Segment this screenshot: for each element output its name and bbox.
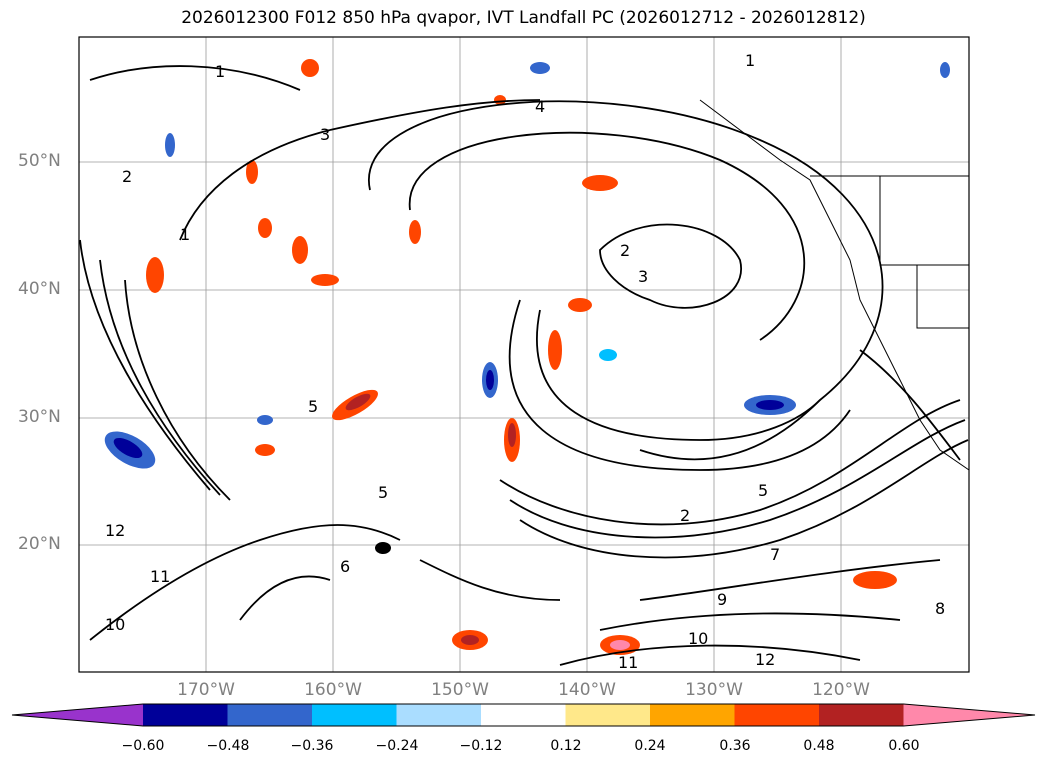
contour-label: 12 [105,521,125,540]
colorbar-tick: −0.12 [459,738,503,754]
lon-label: 170°W [177,680,235,700]
ivt-contours [79,65,969,666]
colorbar-segment [481,704,566,726]
contour-label: 3 [320,125,330,144]
contour-label: 5 [308,397,318,416]
contour-label: 11 [150,567,170,586]
gridlines [79,37,969,672]
contour-label: 2 [680,506,690,525]
lon-label: 160°W [304,680,362,700]
colorbar-tick: 0.12 [550,738,582,754]
colorbar-segment [819,704,904,726]
lon-label: 130°W [685,680,743,700]
colorbar-segment [396,704,482,726]
lon-label: 120°W [812,680,870,700]
colorbar-extend-min [12,704,143,726]
coastlines [699,99,970,471]
contour-label: 12 [755,650,775,669]
colorbar-tick: −0.36 [290,738,334,754]
colorbar-segment [734,704,820,726]
colorbar-segment [227,704,313,726]
contour-label: 5 [758,481,768,500]
colorbar-segment [565,704,651,726]
lat-label: 30°N [18,407,61,427]
contour-label-group: 1 2 3 4 5 6 7 8 9 10 11 12 3 2 1 2 5 12 … [105,51,945,672]
contour-label: 2 [620,241,630,260]
qvapor-shading [104,59,950,655]
colorbar-segment [312,704,397,726]
colorbar-tick: 0.48 [803,738,835,754]
contour-label: 9 [717,590,727,609]
contour-label: 10 [688,629,708,648]
contour-label: 5 [378,483,388,502]
contour-label: 6 [340,557,350,576]
contour-label: 1 [180,225,190,244]
colorbar-tick: −0.48 [206,738,250,754]
colorbar-tick: −0.24 [375,738,419,754]
lon-label: 140°W [558,680,616,700]
contour-label: 10 [105,615,125,634]
colorbar-segment [143,704,228,726]
contour-label: 7 [770,545,780,564]
lon-label: 150°W [431,680,489,700]
lat-label: 50°N [18,151,61,171]
contour-label: 4 [535,97,545,116]
contour-label: 11 [618,653,638,672]
contour-label: 1 [745,51,755,70]
contour-label: 3 [638,267,648,286]
lat-label: 40°N [18,279,61,299]
colorbar-outline [11,703,1036,727]
colorbar-tick: 0.36 [719,738,751,754]
plot-background [79,37,969,672]
map-title: 2026012300 F012 850 hPa qvapor, IVT Land… [181,8,866,28]
contour-label: 2 [122,167,132,186]
colorbar-tick: 0.60 [888,738,920,754]
lat-label: 20°N [18,534,61,554]
contour-label: 8 [935,599,945,618]
plot-frame [78,36,970,673]
colorbar-segment [650,704,735,726]
colorbar-tick: 0.24 [634,738,666,754]
colorbar [11,703,1036,727]
colorbar-extend-max [903,704,1035,726]
contour-label: 1 [215,62,225,81]
colorbar-tick: −0.60 [121,738,165,754]
